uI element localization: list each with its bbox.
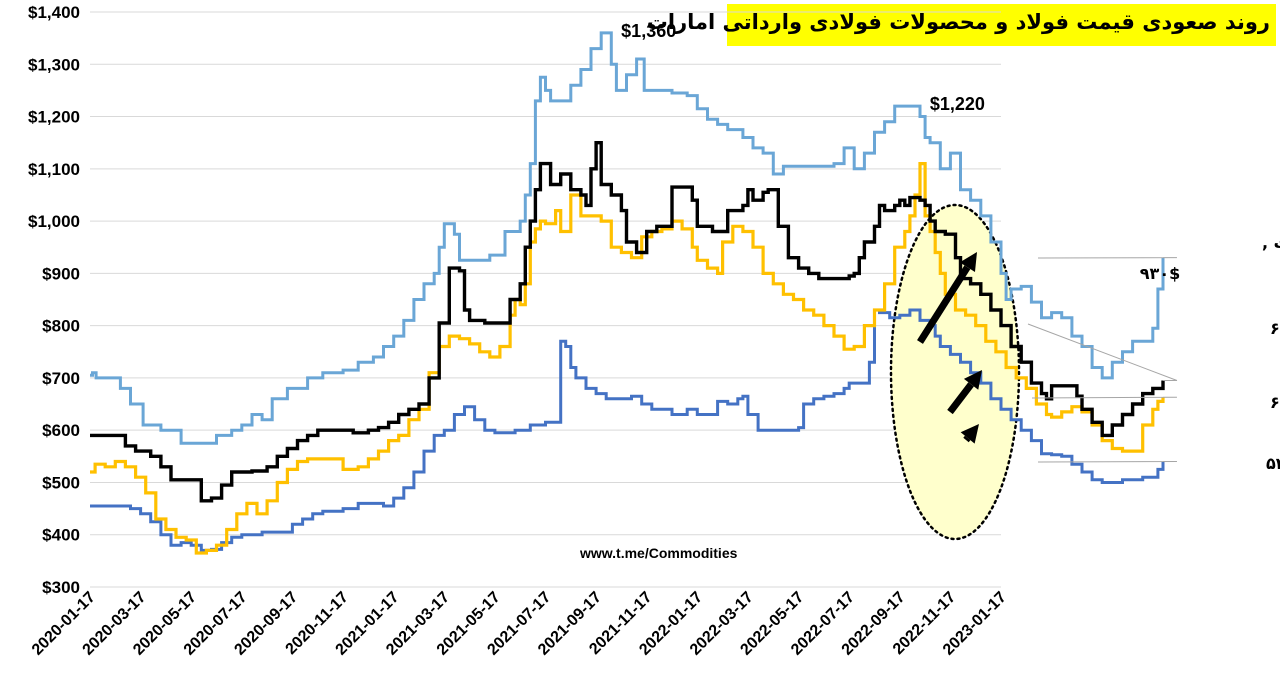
y-tick-label: $1,100 — [28, 160, 80, 179]
leader-line-cold-rolled — [1027, 323, 1178, 382]
y-tick-label: $600 — [42, 421, 80, 440]
chart-title: روند صعودی قیمت فولاد و محصولات فولادی و… — [646, 10, 1270, 34]
series-line-cold-rolled — [90, 141, 1165, 503]
peak-labels: $1,360 $1,220 — [621, 21, 985, 114]
peak-label: $1,360 — [621, 21, 676, 41]
y-tick-label: $500 — [42, 473, 80, 492]
y-tick-label: $800 — [42, 317, 80, 336]
trend-arrow-head — [959, 252, 977, 273]
y-tick-label: $1,200 — [28, 108, 80, 127]
trend-arrows — [917, 252, 982, 444]
trend-arrow-head — [960, 424, 979, 444]
y-tick-label: $1,400 — [28, 3, 80, 22]
x-axis-ticks: 2020-01-172020-03-172020-05-172020-07-17… — [29, 589, 1010, 659]
y-tick-label: $700 — [42, 369, 80, 388]
y-tick-label: $900 — [42, 264, 80, 283]
series-line-galvanized — [90, 31, 1165, 445]
annotation-leaders — [1027, 257, 1178, 463]
peak-label: $1,220 — [930, 94, 985, 114]
y-tick-label: $300 — [42, 578, 80, 597]
series-lines — [90, 31, 1165, 555]
annotation-cold-rolled: ورق سرد بنادر امارات , $۶۹۵ — [1270, 319, 1280, 338]
y-tick-label: $1,300 — [28, 55, 80, 74]
trend-arrow-shaft — [963, 435, 971, 443]
highlight-ellipse — [889, 203, 1021, 541]
annotation-galvanized-line1: ورق گالوانیزه وارداتی امارات , — [1262, 233, 1280, 252]
trend-arrow-shaft — [947, 382, 974, 415]
y-axis-ticks: $300 $400 $500 $600 $700 $800 $900 $1,000 $1,100… — [28, 3, 80, 597]
y-tick-label: $1,000 — [28, 212, 80, 231]
leader-line-hot-rolled — [1031, 396, 1177, 399]
y-tick-label: $400 — [42, 526, 80, 545]
watermark: www.t.me/Commodities — [579, 545, 738, 561]
trend-arrow-shaft — [917, 265, 971, 344]
gridlines — [90, 11, 1001, 588]
annotation-billet: بیلت وارداتی امارات , $۵۴۰ — [1266, 454, 1280, 473]
series-line-hot-rolled — [90, 162, 1165, 555]
annotation-hot-rolled: ورق گرم بنادر امارات , $۶۶۳ — [1270, 393, 1280, 412]
chart-title-box: روند صعودی قیمت فولاد و محصولات فولادی و… — [647, 4, 1276, 46]
series-line-billet — [90, 308, 1165, 552]
trend-arrow-head — [963, 370, 982, 390]
annotation-galvanized-line2: ۹۳۰$ — [1140, 264, 1180, 283]
